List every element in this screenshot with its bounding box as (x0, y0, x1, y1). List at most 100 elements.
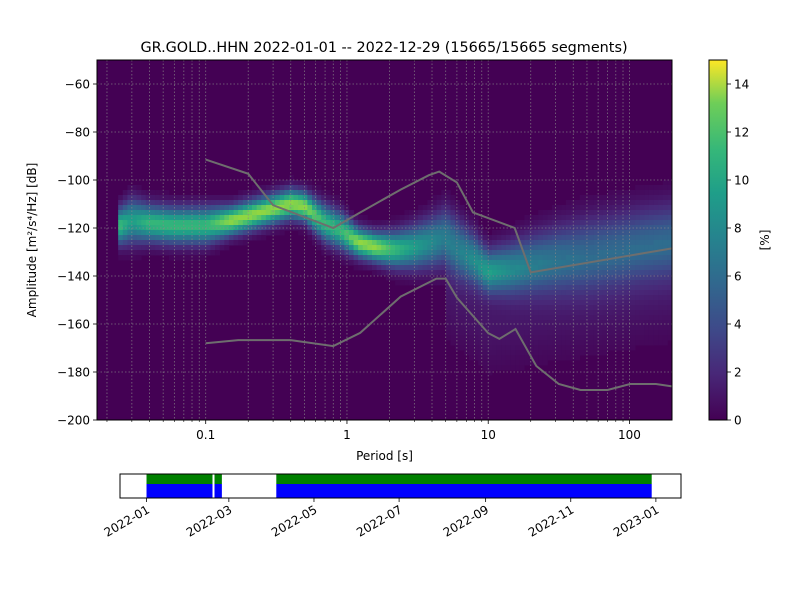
histogram-cell (201, 250, 207, 256)
histogram-cell (547, 280, 553, 286)
histogram-cell (307, 200, 313, 206)
x-tick-label: 10 (481, 428, 496, 442)
histogram-cell (667, 225, 673, 231)
histogram-cell (547, 305, 553, 311)
noise-model-curves (205, 158, 673, 391)
histogram-cell (201, 220, 207, 226)
histogram-cell (233, 235, 239, 241)
histogram-cell (515, 230, 521, 236)
histogram-cell (621, 315, 627, 321)
histogram-cell (450, 285, 456, 291)
histogram-cell (556, 240, 562, 246)
histogram-cell (533, 330, 539, 336)
histogram-cell (164, 210, 170, 216)
histogram-cell (639, 205, 645, 211)
histogram-cell (510, 290, 516, 296)
histogram-cell (492, 250, 498, 256)
histogram-cell (662, 280, 668, 286)
histogram-cell (335, 200, 341, 206)
histogram-cell (584, 325, 590, 331)
histogram-cell (233, 205, 239, 211)
histogram-cell (653, 220, 659, 226)
histogram-cell (501, 335, 507, 341)
histogram-cell (376, 260, 382, 266)
histogram-cell (565, 340, 571, 346)
histogram-cell (330, 235, 336, 241)
histogram-cell (307, 230, 313, 236)
histogram-cell (487, 370, 493, 376)
histogram-cell (616, 345, 622, 351)
histogram-cell (505, 275, 511, 281)
histogram-cell (450, 200, 456, 206)
histogram-cell (141, 240, 147, 246)
histogram-cell (542, 295, 548, 301)
histogram-cell (219, 195, 225, 201)
histogram-cell (445, 285, 451, 291)
histogram-cell (487, 355, 493, 361)
histogram-cell (588, 275, 594, 281)
histogram-cell (501, 305, 507, 311)
histogram-cell (644, 235, 650, 241)
histogram-cell (422, 215, 428, 221)
histogram-cell (505, 315, 511, 321)
histogram-cell (579, 285, 585, 291)
histogram-cell (625, 280, 631, 286)
histogram-cell (658, 285, 664, 291)
x-axis-ticks: 0.1 1 10 100 (106, 420, 641, 442)
histogram-cell (565, 245, 571, 251)
histogram-cell (459, 240, 465, 246)
histogram-cell (570, 295, 576, 301)
histogram-cell (565, 250, 571, 256)
histogram-cell (635, 215, 641, 221)
histogram-cell (445, 250, 451, 256)
histogram-cell (556, 355, 562, 361)
y-tick-label: −160 (57, 318, 90, 332)
histogram-cell (667, 265, 673, 271)
histogram-cell (353, 245, 359, 251)
histogram-cell (552, 320, 558, 326)
histogram-cell (468, 300, 474, 306)
histogram-cell (635, 270, 641, 276)
histogram-cell (492, 310, 498, 316)
histogram-cell (653, 330, 659, 336)
histogram-cell (501, 255, 507, 261)
histogram-cell (413, 245, 419, 251)
histogram-cell (625, 295, 631, 301)
histogram-cell (579, 280, 585, 286)
histogram-cell (612, 250, 618, 256)
histogram-cell (538, 340, 544, 346)
histogram-cell (496, 275, 502, 281)
histogram-cell (561, 330, 567, 336)
histogram-cell (445, 300, 451, 306)
histogram-cell (584, 270, 590, 276)
histogram-cell (487, 335, 493, 341)
histogram-cell (178, 240, 184, 246)
histogram-cell (487, 270, 493, 276)
histogram-cell (362, 260, 368, 266)
histogram-cell (662, 335, 668, 341)
histogram-cell (630, 345, 636, 351)
histogram-cell (528, 265, 534, 271)
histogram-cell (468, 220, 474, 226)
histogram-cell (547, 340, 553, 346)
histogram-cell (205, 195, 211, 201)
histogram-cell (445, 305, 451, 311)
histogram-cell (155, 210, 161, 216)
histogram-cell (252, 235, 258, 241)
histogram-cell (450, 265, 456, 271)
histogram-cell (459, 280, 465, 286)
histogram-cell (288, 200, 294, 206)
histogram-cell (496, 250, 502, 256)
histogram-cell (593, 320, 599, 326)
histogram-cell (496, 330, 502, 336)
histogram-cell (653, 200, 659, 206)
histogram-cell (588, 305, 594, 311)
histogram-cell (598, 200, 604, 206)
histogram-cell (168, 240, 174, 246)
histogram-cell (168, 255, 174, 261)
histogram-cell (450, 315, 456, 321)
histogram-cell (307, 195, 313, 201)
histogram-cell (648, 310, 654, 316)
histogram-cell (621, 215, 627, 221)
histogram-cell (552, 275, 558, 281)
